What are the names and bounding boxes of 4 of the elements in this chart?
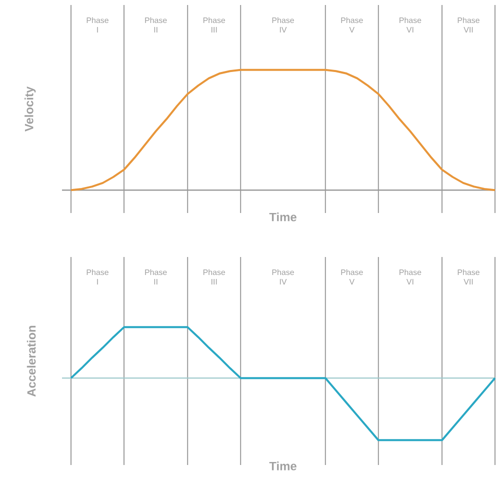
x-axis-title: Time xyxy=(269,462,296,470)
y-axis-title: Velocity xyxy=(24,86,36,132)
y-axis-title: Acceleration xyxy=(26,326,36,397)
x-axis-title: Time xyxy=(269,212,296,222)
